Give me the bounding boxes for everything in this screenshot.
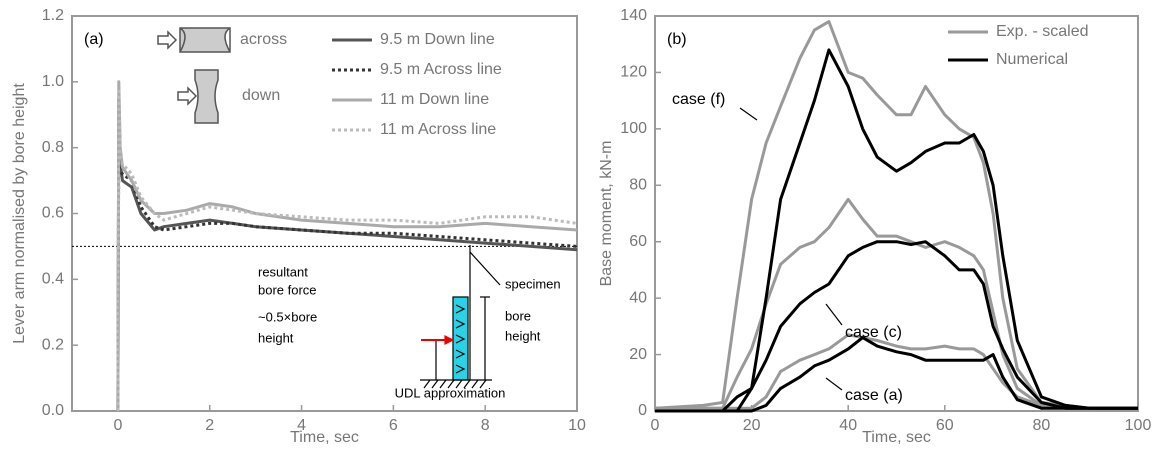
- x-tick-label: 60: [936, 417, 954, 434]
- annotation: height: [258, 330, 294, 345]
- data-line: [116, 80, 578, 412]
- panel-label: (a): [84, 31, 104, 48]
- legend-label: Exp. - scaled: [996, 23, 1088, 40]
- x-tick-label: 2: [205, 417, 214, 434]
- y-tick-label: 1.0: [42, 73, 64, 90]
- annotation: resultant: [258, 264, 308, 279]
- udl-inset: [420, 245, 501, 389]
- annotation: bore: [505, 308, 531, 323]
- y-tick-label: 20: [629, 346, 647, 363]
- annotation: case (f): [672, 91, 725, 108]
- data-line: [655, 48, 1138, 413]
- y-tick-label: 0.6: [42, 205, 64, 222]
- annotation: across: [240, 31, 287, 48]
- data-line: [116, 113, 578, 412]
- data-line: [655, 336, 1138, 413]
- x-tick-label: 100: [1125, 417, 1152, 434]
- x-tick-label: 8: [481, 417, 490, 434]
- across-icon: [157, 27, 231, 53]
- y-tick-label: 140: [620, 7, 647, 24]
- y-tick-label: 0.8: [42, 139, 64, 156]
- y-axis-label: Lever arm normalised by bore height: [11, 83, 28, 344]
- x-tick-label: 40: [839, 417, 857, 434]
- annotation: specimen: [505, 276, 561, 291]
- annotation: UDL approximation: [395, 385, 506, 400]
- data-line: [654, 20, 1138, 410]
- legend-label: Numerical: [996, 51, 1068, 68]
- x-tick-label: 10: [568, 417, 586, 434]
- x-tick-label: 20: [743, 417, 761, 434]
- legend-label: 11 m Across line: [380, 121, 496, 138]
- y-tick-label: 60: [629, 233, 647, 250]
- y-tick-label: 0.2: [42, 336, 64, 353]
- x-tick-label: 0: [651, 417, 660, 434]
- y-tick-label: 1.2: [42, 7, 64, 24]
- x-tick-label: 0: [113, 417, 122, 434]
- legend-label: 11 m Down line: [380, 91, 489, 108]
- x-tick-label: 80: [1033, 417, 1051, 434]
- data-line: [116, 86, 578, 412]
- down-icon: [177, 69, 219, 124]
- y-tick-label: 0.0: [42, 402, 64, 419]
- x-axis-label: Time, sec: [290, 429, 359, 446]
- annotation: down: [242, 87, 280, 104]
- annotation: bore force: [258, 282, 317, 297]
- x-axis-label: Time, sec: [862, 429, 931, 446]
- annotation: ~0.5×bore: [258, 309, 317, 324]
- legend-label: 9.5 m Down line: [380, 31, 495, 48]
- data-line: [655, 197, 1138, 410]
- y-tick-label: 80: [629, 177, 647, 194]
- data-line: [655, 240, 1138, 413]
- y-tick-label: 120: [620, 64, 647, 81]
- y-tick-label: 0.4: [42, 271, 64, 288]
- annotation: height: [505, 328, 541, 343]
- x-tick-label: 4: [297, 417, 306, 434]
- legend-label: 9.5 m Across line: [380, 61, 502, 78]
- data-line: [116, 96, 578, 412]
- annotation: case (a): [845, 387, 903, 404]
- x-tick-label: 6: [389, 417, 398, 434]
- panel-label: (b): [667, 31, 687, 48]
- case-arrows: [739, 107, 843, 391]
- y-tick-label: 40: [629, 289, 647, 306]
- y-axis-label: Base moment, kN-m: [598, 141, 615, 287]
- annotation: case (c): [845, 324, 902, 341]
- y-tick-label: 0: [638, 402, 647, 419]
- plot-frame: [654, 15, 1139, 412]
- y-tick-label: 100: [620, 120, 647, 137]
